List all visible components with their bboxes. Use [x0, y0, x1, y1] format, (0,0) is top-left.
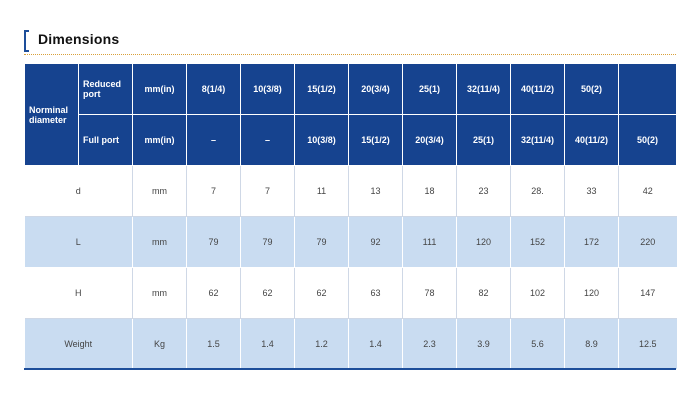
- bracket-icon: [24, 30, 29, 52]
- full-port-label: Full port: [78, 114, 133, 166]
- cell-value: 111: [402, 216, 457, 268]
- cell-value: 79: [240, 216, 295, 268]
- cell-value: 13: [348, 165, 403, 217]
- full-size: 50(2): [618, 114, 677, 166]
- full-port-row: Full port mm(in) – – 10(3/8) 15(1/2) 20(…: [25, 114, 677, 166]
- reduced-size: 40(11/2): [510, 63, 565, 115]
- cell-value: 33: [564, 165, 619, 217]
- full-size: –: [240, 114, 295, 166]
- cell-value: 1.4: [348, 318, 403, 370]
- full-unit: mm(in): [132, 114, 187, 166]
- cell-value: 79: [186, 216, 241, 268]
- reduced-size: 20(3/4): [348, 63, 403, 115]
- table-row-l: L mm 79 79 79 92 111 120 152 172 220: [24, 216, 677, 268]
- full-size: 10(3/8): [294, 114, 349, 166]
- cell-value: 18: [402, 165, 457, 217]
- reduced-size: [618, 63, 677, 115]
- row-unit: Kg: [132, 318, 187, 370]
- cell-value: 172: [564, 216, 619, 268]
- cell-value: 3.9: [456, 318, 511, 370]
- cell-value: 2.3: [402, 318, 457, 370]
- reduced-port-row: Norminal diameter Reduced port mm(in) 8(…: [24, 63, 677, 166]
- cell-value: 1.5: [186, 318, 241, 370]
- full-size: 40(11/2): [564, 114, 619, 166]
- reduced-size: 10(3/8): [240, 63, 295, 115]
- full-size: 32(11/4): [510, 114, 565, 166]
- cell-value: 152: [510, 216, 565, 268]
- cell-value: 23: [456, 165, 511, 217]
- cell-value: 12.5: [618, 318, 677, 370]
- cell-value: 78: [402, 267, 457, 319]
- cell-value: 102: [510, 267, 565, 319]
- full-size: 25(1): [456, 114, 511, 166]
- nominal-diameter-label: Norminal diameter: [24, 63, 79, 166]
- cell-value: 62: [240, 267, 295, 319]
- cell-value: 5.6: [510, 318, 565, 370]
- cell-value: 79: [294, 216, 349, 268]
- cell-value: 7: [186, 165, 241, 217]
- cell-value: 42: [618, 165, 677, 217]
- cell-value: 92: [348, 216, 403, 268]
- table-row-d: d mm 7 7 11 13 18 23 28. 33 42: [24, 165, 677, 217]
- cell-value: 8.9: [564, 318, 619, 370]
- cell-value: 7: [240, 165, 295, 217]
- cell-value: 1.2: [294, 318, 349, 370]
- row-label: d: [24, 165, 133, 217]
- full-size: –: [186, 114, 241, 166]
- title-underline: [24, 54, 676, 55]
- cell-value: 63: [348, 267, 403, 319]
- cell-value: 120: [564, 267, 619, 319]
- reduced-size: 25(1): [402, 63, 457, 115]
- full-size: 20(3/4): [402, 114, 457, 166]
- cell-value: 11: [294, 165, 349, 217]
- row-unit: mm: [132, 216, 187, 268]
- cell-value: 62: [294, 267, 349, 319]
- reduced-size: 32(11/4): [456, 63, 511, 115]
- row-unit: mm: [132, 165, 187, 217]
- cell-value: 62: [186, 267, 241, 319]
- reduced-port-label: Reduced port: [78, 63, 133, 115]
- section-header: Dimensions: [24, 28, 676, 55]
- row-label: L: [24, 216, 133, 268]
- full-size: 15(1/2): [348, 114, 403, 166]
- reduced-size: 50(2): [564, 63, 619, 115]
- row-label: Weight: [24, 318, 133, 370]
- cell-value: 147: [618, 267, 677, 319]
- cell-value: 120: [456, 216, 511, 268]
- reduced-size: 8(1/4): [186, 63, 241, 115]
- table-row-h: H mm 62 62 62 63 78 82 102 120 147: [24, 267, 677, 319]
- cell-value: 220: [618, 216, 677, 268]
- table-bottom-rule: [24, 368, 676, 370]
- cell-value: 28.: [510, 165, 565, 217]
- row-label: H: [24, 267, 133, 319]
- reduced-size: 15(1/2): [294, 63, 349, 115]
- cell-value: 82: [456, 267, 511, 319]
- table-row-weight: Weight Kg 1.5 1.4 1.2 1.4 2.3 3.9 5.6 8.…: [24, 318, 677, 370]
- row-unit: mm: [132, 267, 187, 319]
- dimensions-table: Norminal diameter Reduced port mm(in) 8(…: [24, 63, 677, 370]
- reduced-unit: mm(in): [132, 63, 187, 115]
- section-title: Dimensions: [38, 31, 120, 47]
- cell-value: 1.4: [240, 318, 295, 370]
